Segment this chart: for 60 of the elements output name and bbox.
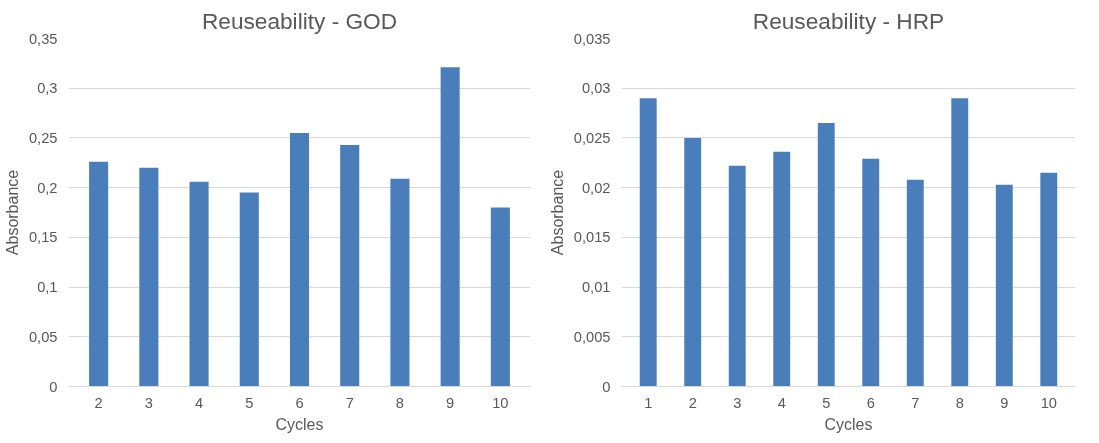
x-tick-label: 9 <box>1000 394 1009 411</box>
y-tick-label: 0,03 <box>581 80 611 97</box>
chart-title: Reuseability - HRP <box>752 7 945 34</box>
bar <box>728 165 746 387</box>
bar <box>817 123 835 387</box>
y-tick-label: 0,05 <box>28 328 58 345</box>
y-tick-label: 0,15 <box>28 229 58 246</box>
x-tick-label: 3 <box>144 394 153 411</box>
x-tick-label: 1 <box>644 394 653 411</box>
y-axis-title: Absorbance <box>3 169 21 256</box>
bar <box>189 181 209 387</box>
y-tick-label: 0 <box>49 378 58 395</box>
bar <box>773 151 791 387</box>
x-tick-label: 2 <box>94 394 103 411</box>
x-tick-label: 6 <box>866 394 875 411</box>
bar <box>639 98 657 387</box>
y-tick-label: 0,01 <box>581 279 611 296</box>
y-tick-label: 0,02 <box>581 179 611 196</box>
x-tick-label: 5 <box>245 394 254 411</box>
y-tick-label: 0 <box>602 378 611 395</box>
x-tick-label: 4 <box>194 394 204 411</box>
y-tick-label: 0,2 <box>37 179 58 196</box>
y-tick-label: 0,3 <box>37 80 58 97</box>
bar <box>995 184 1013 387</box>
x-tick-label: 10 <box>492 394 509 411</box>
bar <box>289 132 310 387</box>
x-tick-label: 9 <box>446 394 455 411</box>
x-tick-label: 2 <box>688 394 697 411</box>
bar <box>139 167 159 387</box>
x-tick-label: 5 <box>822 394 831 411</box>
x-tick-label: 8 <box>955 394 964 411</box>
x-tick-label: 7 <box>345 394 354 411</box>
y-tick-label: 0,1 <box>37 279 58 296</box>
bar <box>862 158 880 387</box>
bar <box>951 98 969 387</box>
y-tick-label: 0,35 <box>28 30 58 47</box>
y-tick-label: 0,005 <box>573 328 611 345</box>
bar <box>390 178 410 387</box>
y-tick-label: 0,025 <box>573 129 611 146</box>
bar <box>906 179 924 387</box>
bar <box>1040 172 1058 387</box>
y-tick-label: 0,035 <box>573 30 611 47</box>
y-axis-title: Absorbance <box>548 169 566 256</box>
x-tick-label: 10 <box>1040 394 1057 411</box>
chart-title: Reuseability - GOD <box>201 7 398 34</box>
bar <box>490 207 510 387</box>
x-tick-label: 7 <box>911 394 920 411</box>
bar <box>684 137 702 387</box>
y-tick-label: 0,015 <box>573 229 611 246</box>
bar <box>440 67 460 387</box>
x-tick-label: 8 <box>395 394 405 411</box>
bar <box>340 144 360 387</box>
x-axis-title: Cycles <box>275 415 324 433</box>
x-tick-label: 4 <box>777 394 786 411</box>
x-tick-label: 3 <box>733 394 742 411</box>
x-axis-title: Cycles <box>824 415 873 433</box>
y-tick-label: 0,25 <box>28 129 58 146</box>
bar <box>239 192 259 387</box>
x-tick-label: 6 <box>295 394 304 411</box>
bar <box>89 161 109 387</box>
